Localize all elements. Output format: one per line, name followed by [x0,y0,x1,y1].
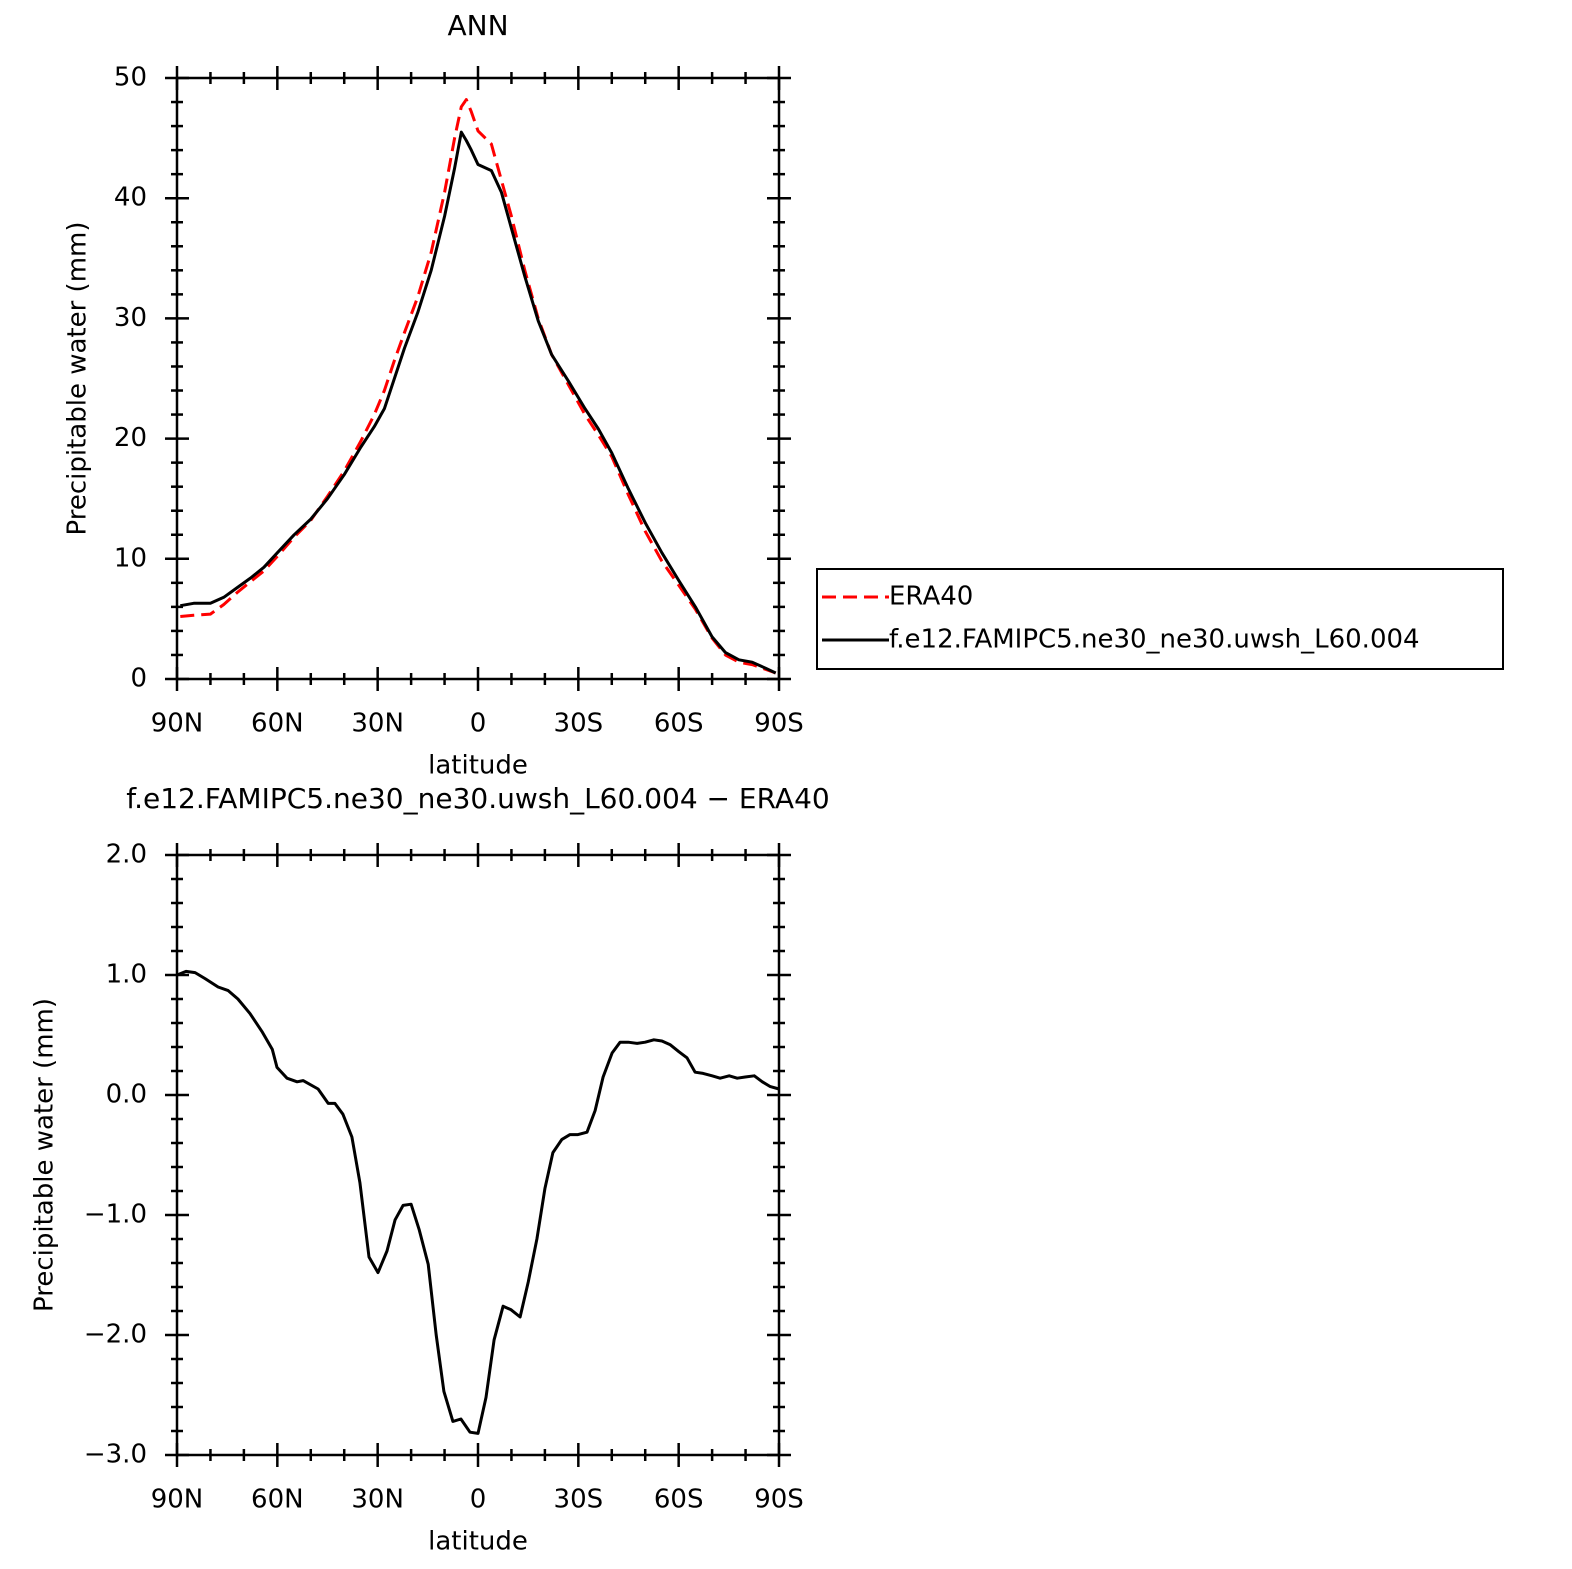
plot-frame [175,76,781,681]
data-line [176,969,780,1435]
x-tick-label: 30S [554,1485,604,1515]
y-tick-label: 50 [114,63,147,93]
y-tick-label: −2.0 [84,1320,147,1350]
x-tick-label: 90N [151,709,204,739]
x-tick-label: 30N [351,709,404,739]
y-tick-label: 2.0 [106,840,147,870]
x-tick-label: 90S [754,1485,804,1515]
plot-frame [175,853,781,1457]
legend-label: f.e12.FAMIPC5.ne30_ne30.uwsh_L60.004 [889,625,1420,655]
y-tick-label: 20 [114,423,147,453]
x-tick-label: 90S [754,709,804,739]
x-tick-label: 30S [554,709,604,739]
y-tick-label: 40 [114,183,147,213]
data-line [180,130,777,675]
chart-title: f.e12.FAMIPC5.ne30_ne30.uwsh_L60.004 − E… [126,782,829,815]
x-tick-label: 60N [251,1485,304,1515]
y-tick-label: 30 [114,303,147,333]
x-tick-label: 60S [654,1485,704,1515]
y-axis-label: Precipitable water (mm) [63,222,93,536]
x-tick-label: 0 [470,709,487,739]
x-tick-label: 60N [251,709,304,739]
y-tick-label: 10 [114,543,147,573]
y-axis-label: Precipitable water (mm) [30,998,60,1312]
y-tick-label: 1.0 [106,960,147,990]
x-axis-label: latitude [428,1527,528,1557]
y-tick-label: −1.0 [84,1200,147,1230]
legend-box [816,568,1504,670]
data-line [180,98,777,675]
x-axis-label: latitude [428,751,528,781]
x-tick-label: 30N [351,1485,404,1515]
legend-label: ERA40 [889,582,973,612]
chart-title: ANN [447,9,508,42]
y-tick-label: −3.0 [84,1440,147,1470]
x-tick-label: 90N [151,1485,204,1515]
x-tick-label: 60S [654,709,704,739]
y-tick-label: 0.0 [106,1080,147,1110]
x-tick-label: 0 [470,1485,487,1515]
y-tick-label: 0 [130,664,147,694]
